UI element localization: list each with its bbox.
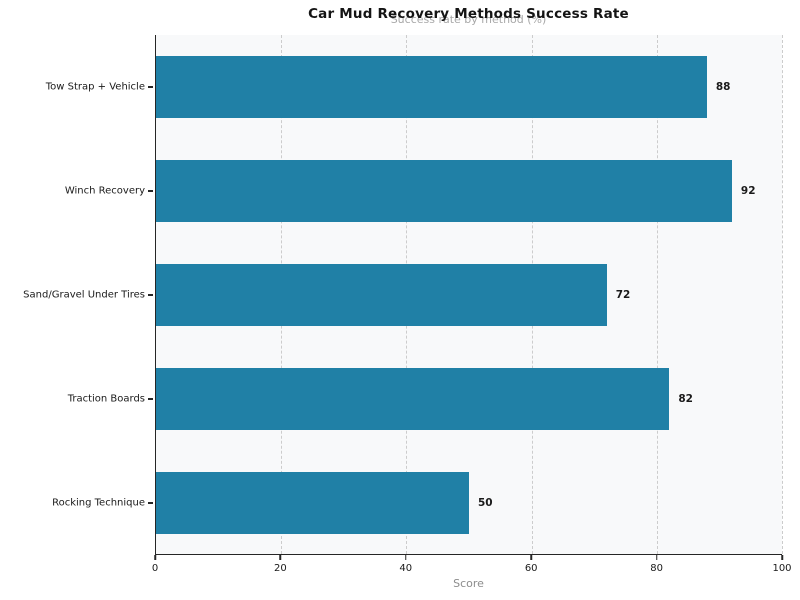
bar-value-label: 50: [478, 497, 493, 509]
x-axis-label: Score: [453, 577, 484, 590]
y-tick-mark: [148, 502, 153, 504]
x-tick-label: 40: [399, 563, 413, 574]
y-tick-mark: [148, 190, 153, 192]
y-axis-label: Tow Strap + Vehicle: [45, 81, 145, 93]
x-tick-label: 0: [151, 563, 159, 574]
x-tick-mark: [530, 555, 532, 560]
bar-value-label: 88: [715, 81, 731, 93]
y-tick-mark: [148, 294, 153, 296]
gridline: [656, 35, 658, 554]
x-tick-label: 100: [772, 563, 792, 574]
chart-subtitle: Success rate by method (%): [390, 13, 547, 26]
bar-row: Rocking Technique 50: [52, 451, 782, 555]
x-tick-mark: [279, 555, 282, 560]
x-tick-label: 60: [524, 563, 538, 574]
bars-container: Tow Strap + Vehicle 88 Winch Recovery 92 San…: [23, 35, 782, 555]
bar-value-label: 82: [678, 393, 693, 405]
plot-area: Tow Strap + Vehicle 88 Winch Recovery 92 San…: [23, 35, 783, 555]
x-tick-mark: [655, 555, 658, 560]
x-axis-ticks: 0 20 40 60 80 100: [151, 555, 792, 589]
y-axis-label: Traction Boards: [67, 393, 145, 405]
x-tick-label: 20: [274, 563, 287, 574]
bar: [156, 160, 732, 222]
bar-row: Tow Strap + Vehicle 88: [46, 35, 782, 139]
bar: [156, 56, 707, 118]
chart-title: Car Mud Recovery Methods Success Rate: [308, 6, 629, 22]
bar: [156, 264, 607, 326]
bar-row: Traction Boards 82: [68, 347, 782, 451]
x-tick-mark: [781, 555, 783, 560]
gridline: [782, 35, 783, 554]
bar-row: Winch Recovery 92: [65, 139, 782, 243]
y-axis-label: Sand/Gravel Under Tires: [23, 289, 145, 301]
x-tick-mark: [154, 555, 156, 560]
y-tick-mark: [148, 86, 153, 88]
bar-row: Sand/Gravel Under Tires 72: [23, 243, 782, 347]
bar: [156, 472, 469, 534]
x-tick-mark: [405, 555, 407, 560]
bar: [156, 368, 670, 430]
bar-value-label: 72: [615, 289, 631, 301]
y-axis-label: Winch Recovery: [64, 185, 145, 197]
y-axis-label: Rocking Technique: [52, 497, 145, 509]
bar-value-label: 92: [740, 185, 756, 197]
y-tick-mark: [148, 398, 153, 400]
x-tick-label: 80: [650, 563, 663, 574]
